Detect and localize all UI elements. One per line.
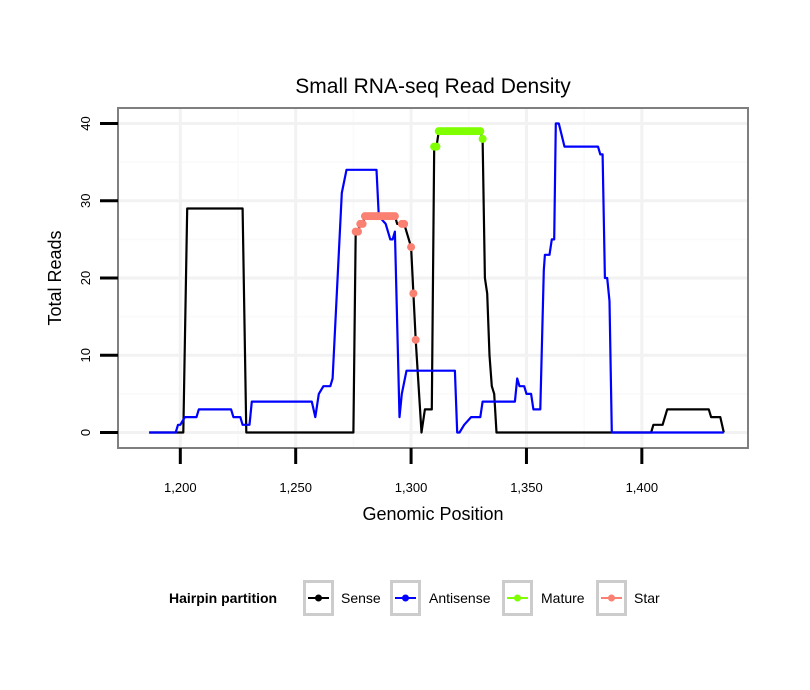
star-point <box>409 289 418 298</box>
x-tick-label: 1,350 <box>510 480 543 495</box>
star-point <box>358 219 367 228</box>
x-axis: 1,200 1,250 1,300 1,350 1,400 <box>164 448 658 495</box>
star-point <box>400 219 409 228</box>
y-tick-label: 10 <box>78 348 93 362</box>
legend-title: Hairpin partition <box>169 590 277 606</box>
legend-item-mature: Mature <box>502 580 585 616</box>
x-tick-label: 1,400 <box>626 480 659 495</box>
y-axis: 0 10 20 30 40 <box>78 116 118 436</box>
antisense-line <box>149 122 724 434</box>
legend-key-point <box>514 594 521 602</box>
x-tick-label: 1,300 <box>395 480 428 495</box>
mature-point <box>432 142 441 151</box>
series-star <box>351 212 420 344</box>
mature-point <box>478 134 487 143</box>
series-mature <box>430 127 487 151</box>
legend-label: Star <box>634 590 660 606</box>
y-tick-label: 20 <box>78 271 93 285</box>
legend-item-sense: Sense <box>303 580 381 616</box>
star-point <box>390 212 399 221</box>
star-point <box>407 243 416 252</box>
x-axis-label: Genomic Position <box>362 504 503 524</box>
chart-title: Small RNA-seq Read Density <box>295 75 571 98</box>
y-tick-label: 30 <box>78 193 93 207</box>
x-tick-label: 1,250 <box>279 480 312 495</box>
legend-item-star: Star <box>596 580 660 616</box>
legend-label: Mature <box>541 590 585 606</box>
series-antisense <box>149 122 724 434</box>
mature-point <box>476 127 485 136</box>
legend-label: Antisense <box>429 590 491 606</box>
x-tick-label: 1,200 <box>164 480 197 495</box>
y-tick-label: 40 <box>78 116 93 130</box>
legend-label: Sense <box>341 590 381 606</box>
legend-item-antisense: Antisense <box>390 580 491 616</box>
legend-key-point <box>315 594 322 602</box>
y-tick-label: 0 <box>78 429 93 436</box>
star-point <box>354 227 362 236</box>
star-point <box>411 335 420 344</box>
y-axis-label: Total Reads <box>45 230 65 325</box>
legend: Hairpin partition Sense Antisense Mature St… <box>169 580 660 616</box>
legend-key-point <box>402 594 409 602</box>
legend-key-point <box>608 594 615 602</box>
series-layer <box>149 122 725 434</box>
